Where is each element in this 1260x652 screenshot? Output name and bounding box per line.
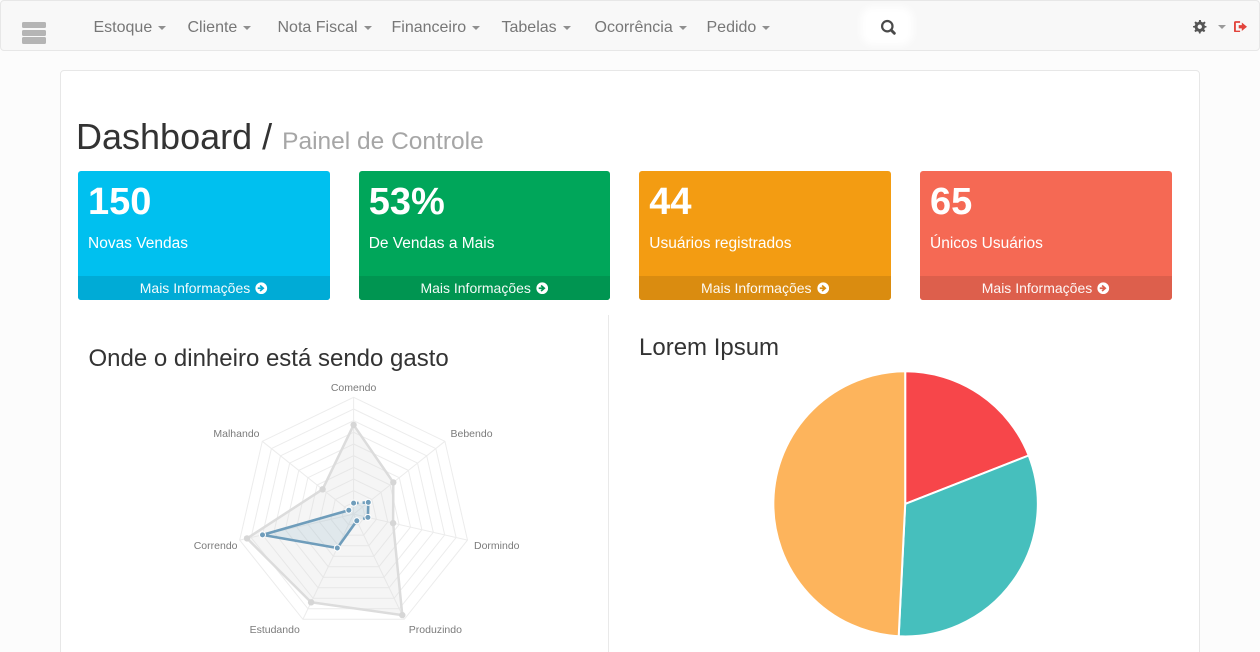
svg-text:Produzindo: Produzindo xyxy=(409,624,462,636)
svg-text:Estudando: Estudando xyxy=(250,624,300,636)
svg-text:Bebendo: Bebendo xyxy=(451,428,493,440)
svg-text:Dormindo: Dormindo xyxy=(474,540,520,552)
svg-text:Malhando: Malhando xyxy=(213,428,259,440)
svg-text:Comendo: Comendo xyxy=(331,382,377,394)
svg-text:Correndo: Correndo xyxy=(194,540,238,552)
